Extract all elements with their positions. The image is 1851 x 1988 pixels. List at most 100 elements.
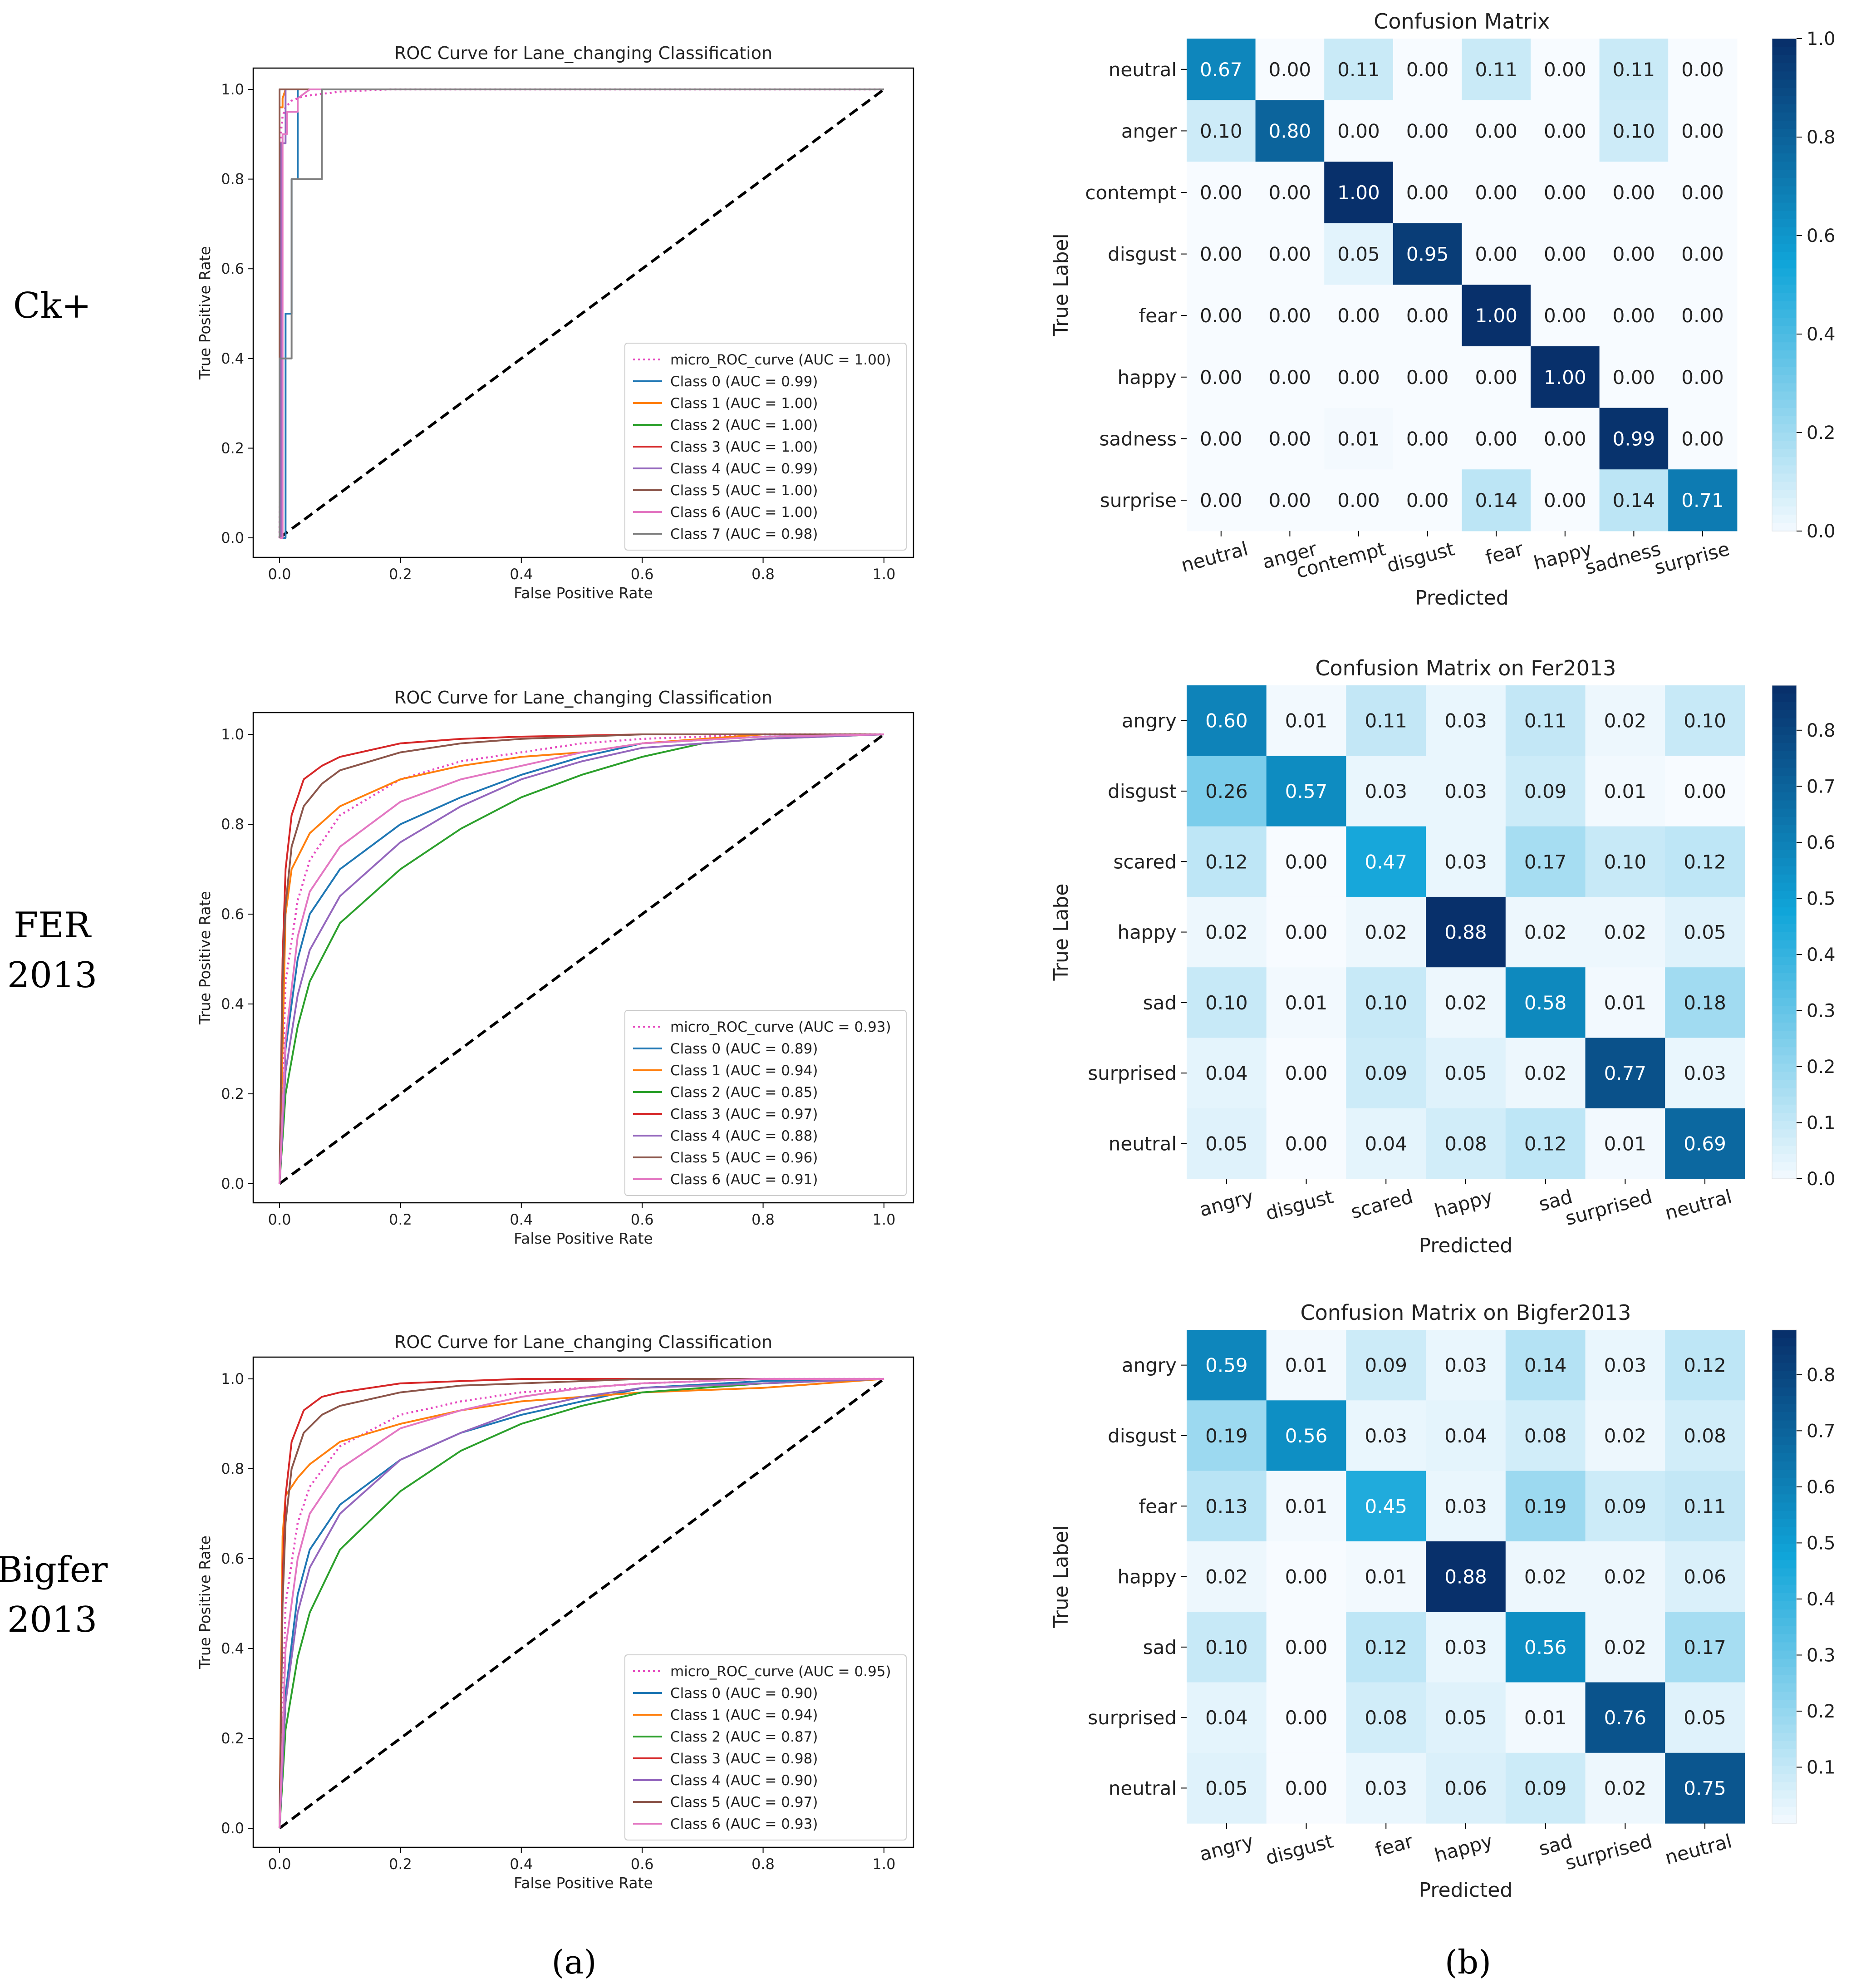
- cm-cell-label-r0-c5: 0.00: [1544, 59, 1586, 81]
- roc-title: ROC Curve for Lane_changing Classificati…: [394, 1332, 772, 1352]
- cm-cell-r6-c3: [1426, 1108, 1506, 1179]
- cm-cell-label-r1-c1: 0.80: [1269, 120, 1311, 142]
- cm-colorbar-step: [1772, 1006, 1797, 1015]
- cm-cell-r1-c5: [1531, 100, 1600, 162]
- roc-ytick-label: 0.6: [221, 260, 244, 277]
- cm-colorbar-step: [1772, 808, 1797, 817]
- cm-colorbar-step: [1772, 1724, 1797, 1733]
- cm-colorbar-step: [1772, 1395, 1797, 1405]
- cm-colorbar-step: [1772, 465, 1797, 474]
- cm-colorbar-step: [1772, 375, 1797, 384]
- roc-chance-diagonal: [279, 733, 885, 1185]
- cm-row-label-5: surprised: [1088, 1707, 1177, 1729]
- cm-cell-r3-c6: [1599, 223, 1669, 285]
- cm-cell-r2-c6: [1665, 826, 1745, 897]
- roc-legend-label-3: Class 2 (AUC = 0.85): [670, 1084, 818, 1101]
- cm-cell-r6-c0: [1187, 1752, 1267, 1824]
- cm-cell-label-r2-c5: 0.09: [1604, 1495, 1647, 1517]
- cm-cell-r6-c6: [1665, 1752, 1745, 1824]
- cm-cell-r4-c7: [1668, 285, 1738, 347]
- cm-cell-label-r4-c2: 0.00: [1337, 305, 1380, 327]
- cm-cell-label-r2-c1: 0.00: [1285, 851, 1328, 873]
- cm-col-label-6: neutral: [1663, 1830, 1734, 1869]
- cm-colorbar-step: [1772, 408, 1797, 417]
- roc-legend-label-7: Class 6 (AUC = 0.91): [670, 1171, 818, 1188]
- roc-series-2: [279, 1378, 884, 1829]
- roc-panel-2: ROC Curve for Lane_changing Classificati…: [196, 1332, 914, 1892]
- cm-colorbar-step: [1772, 252, 1797, 261]
- cm-cell-r1-c7: [1668, 100, 1738, 162]
- cm-colorbar-step: [1772, 948, 1797, 957]
- cm-cell-label-r2-c0: 0.13: [1205, 1495, 1248, 1517]
- cm-cell-r6-c1: [1255, 408, 1325, 470]
- roc-series-5: [279, 733, 884, 1184]
- roc-legend-label-0: micro_ROC_curve (AUC = 0.95): [670, 1663, 891, 1680]
- cm-cell-label-r6-c2: 0.04: [1365, 1132, 1407, 1155]
- cm-cell-r3-c3: [1426, 896, 1506, 968]
- roc-legend-label-1: Class 0 (AUC = 0.99): [670, 374, 818, 390]
- cm-colorbar-step: [1772, 825, 1797, 834]
- cm-cell-r5-c2: [1346, 1038, 1426, 1109]
- cm-cell-r0-c3: [1393, 39, 1462, 101]
- roc-xtick-label: 0.4: [510, 566, 533, 583]
- roc-series-6: [279, 1378, 884, 1829]
- cm-cell-r2-c2: [1346, 826, 1426, 897]
- cm-colorbar-step: [1772, 391, 1797, 400]
- cm-cell-r7-c2: [1324, 469, 1394, 531]
- cm-cell-r1-c1: [1266, 756, 1346, 827]
- roc-xtick-label: 0.6: [631, 1855, 654, 1873]
- cm-col-label-3: disgust: [1385, 537, 1457, 577]
- cm-colorbar-step: [1772, 792, 1797, 801]
- cm-cell-r2-c0: [1187, 826, 1267, 897]
- cm-colorbar-step: [1772, 776, 1797, 785]
- cm-colorbar-step: [1772, 1576, 1797, 1585]
- cm-colorbar-step: [1772, 915, 1797, 925]
- cm-cell-label-r3-c1: 0.00: [1285, 921, 1328, 944]
- roc-xtick-label: 1.0: [873, 1211, 896, 1228]
- roc-legend-label-6: Class 5 (AUC = 0.96): [670, 1150, 818, 1166]
- roc-ytick-label: 0.2: [221, 1085, 244, 1102]
- cm-colorbar-step: [1772, 473, 1797, 482]
- cm-colorbar-step: [1772, 1667, 1797, 1676]
- roc-xtick-label: 0.2: [389, 1855, 412, 1873]
- cm-cell-label-r6-c4: 0.00: [1475, 428, 1517, 450]
- cm-cell-r5-c0: [1187, 1682, 1267, 1753]
- cm-panel-1: Confusion Matrix on Fer2013 0.60 0.01 0.11 0…: [1050, 656, 1836, 1257]
- cm-colorbar-step: [1772, 522, 1797, 531]
- cm-cell-label-r2-c6: 0.11: [1684, 1495, 1726, 1517]
- cm-cell-label-r7-c3: 0.00: [1406, 489, 1449, 512]
- cm-cell-label-r1-c1: 0.57: [1285, 780, 1328, 802]
- cm-col-label-6: sadness: [1583, 537, 1663, 579]
- cm-cell-label-r0-c3: 0.03: [1444, 1354, 1487, 1377]
- cm-cell-r7-c4: [1462, 469, 1531, 531]
- cm-colorbar-tick-label: 0.0: [1807, 521, 1836, 542]
- cm-colorbar-step: [1772, 1445, 1797, 1454]
- caption-a-text: (a): [551, 1943, 596, 1981]
- cm-cell-r3-c6: [1665, 896, 1745, 968]
- cm-colorbar-step: [1772, 1022, 1797, 1031]
- cm-colorbar-step: [1772, 1104, 1797, 1114]
- cm-colorbar-step: [1772, 718, 1797, 727]
- cm-colorbar-step: [1772, 1560, 1797, 1569]
- cm-colorbar-step: [1772, 891, 1797, 900]
- roc-xtick-label: 0.2: [389, 1211, 412, 1228]
- cm-cell-r4-c6: [1665, 967, 1745, 1038]
- cm-cell-label-r5-c0: 0.04: [1205, 1707, 1248, 1729]
- cm-cell-label-r4-c5: 0.01: [1604, 992, 1647, 1014]
- cm-row-label-4: sad: [1143, 1636, 1177, 1658]
- cm-cell-r5-c6: [1599, 346, 1669, 408]
- cm-cell-label-r3-c6: 0.00: [1613, 243, 1655, 266]
- cm-colorbar-step: [1772, 1798, 1797, 1807]
- roc-panels: ROC Curve for Lane_changing Classificati…: [196, 43, 914, 1892]
- cm-cell-r6-c7: [1668, 408, 1738, 470]
- cm-cell-label-r4-c2: 0.10: [1365, 992, 1407, 1014]
- cm-cell-r2-c5: [1585, 826, 1665, 897]
- cm-cell-r6-c5: [1585, 1108, 1665, 1179]
- roc-ylabel: True Positive Rate: [196, 246, 214, 380]
- cm-cell-label-r2-c3: 0.03: [1444, 1495, 1487, 1517]
- roc-xlabel: False Positive Rate: [514, 1874, 653, 1892]
- cm-colorbar-step: [1772, 88, 1797, 97]
- roc-legend-label-5: Class 4 (AUC = 0.90): [670, 1772, 818, 1789]
- cm-colorbar-step: [1772, 482, 1797, 491]
- cm-cell-label-r6-c6: 0.75: [1684, 1777, 1726, 1799]
